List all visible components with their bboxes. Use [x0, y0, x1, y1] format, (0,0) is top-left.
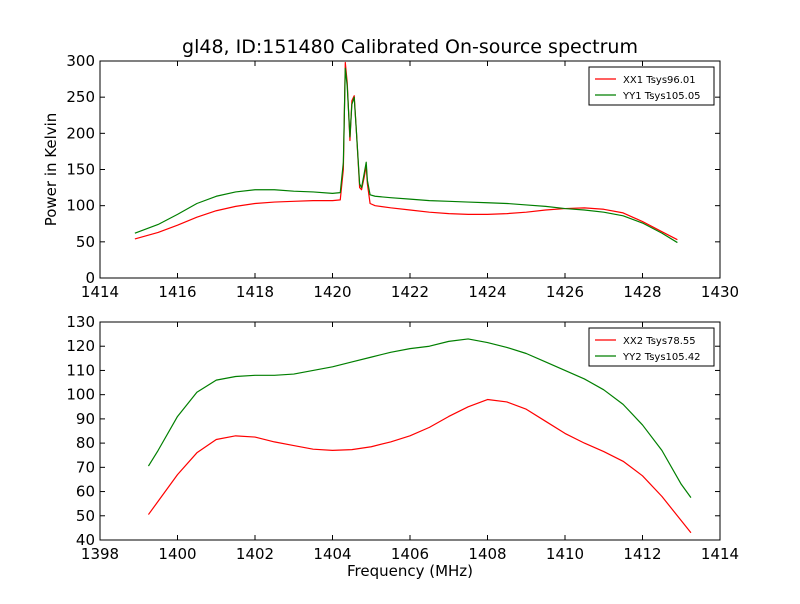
plot1-x-tick-label: 1414 — [81, 283, 119, 301]
plot2-y-tick-label: 120 — [66, 337, 95, 355]
plot1-x-tick-label: 1422 — [391, 283, 429, 301]
plot2-series-line-2 — [147, 338, 692, 498]
plot2-series-line-1 — [147, 398, 692, 534]
plot2-y-tick-label: 110 — [66, 361, 95, 379]
plot1-y-tick-label: 150 — [66, 161, 95, 179]
plot1-x-tick-label: 1428 — [623, 283, 661, 301]
plot1-x-tick-label: 1426 — [546, 283, 584, 301]
plot2-y-tick-label: 50 — [76, 507, 95, 525]
plot2-x-tick-label: 1400 — [158, 545, 196, 563]
plot1-y-axis-label: Power in Kelvin — [42, 113, 60, 227]
plot2-y-tick-label: 130 — [66, 313, 95, 331]
plot2-y-tick-label: 100 — [66, 386, 95, 404]
plot2-x-tick-label: 1414 — [701, 545, 739, 563]
plot2-x-tick-label: 1402 — [236, 545, 274, 563]
bottom-plot: 1398 1400 1402 1404 1406 1408 1410 1412 1414 40 50… — [66, 313, 739, 580]
plot2-x-tick-label: 1404 — [313, 545, 351, 563]
plot1-y-tick-label: 50 — [76, 233, 95, 251]
plot2-x-tick-label: 1412 — [623, 545, 661, 563]
plot1-x-tick-label: 1416 — [158, 283, 196, 301]
top-plot: 1414 1416 1418 1420 1422 1424 1426 1428 1430 0 50 1… — [42, 52, 739, 301]
plot1-y-tick-label: 100 — [66, 197, 95, 215]
plot1-legend-label-2: YY1 Tsys105.05 — [622, 91, 701, 102]
plot2-x-axis-label: Frequency (MHz) — [347, 562, 473, 580]
plot1-x-tick-label: 1418 — [236, 283, 274, 301]
plot2-legend-label-1: XX2 Tsys78.55 — [623, 336, 696, 347]
plot2-legend-label-2: YY2 Tsys105.42 — [622, 352, 701, 363]
plot1-x-tick-label: 1420 — [313, 283, 351, 301]
plot2-x-tick-label: 1408 — [468, 545, 506, 563]
plot1-legend-box — [588, 66, 715, 106]
plot2-y-tick-label: 80 — [76, 434, 95, 452]
plot2-x-tick-label: 1406 — [391, 545, 429, 563]
plot2-y-tick-label: 90 — [76, 410, 95, 428]
plot1-series-line-2 — [134, 67, 678, 244]
chart-title: gl48, ID:151480 Calibrated On-source spe… — [182, 36, 638, 58]
plot1-y-tick-label: 200 — [66, 124, 95, 142]
plot2-legend-box — [588, 327, 715, 367]
plot1-legend-label-1: XX1 Tsys96.01 — [623, 75, 696, 86]
plot1-y-tick-label: 250 — [66, 88, 95, 106]
plot2-y-tick-label: 40 — [76, 531, 95, 549]
plot2-y-tick-label: 70 — [76, 458, 95, 476]
plot2-x-tick-label: 1410 — [546, 545, 584, 563]
plot1-y-tick-label: 300 — [66, 52, 95, 70]
plot2-y-tick-label: 60 — [76, 483, 95, 501]
plot1-x-tick-label: 1424 — [468, 283, 506, 301]
plot1-x-tick-label: 1430 — [701, 283, 739, 301]
plot1-y-tick-label: 0 — [85, 269, 95, 287]
plot2-x-tick-label: 1398 — [81, 545, 119, 563]
